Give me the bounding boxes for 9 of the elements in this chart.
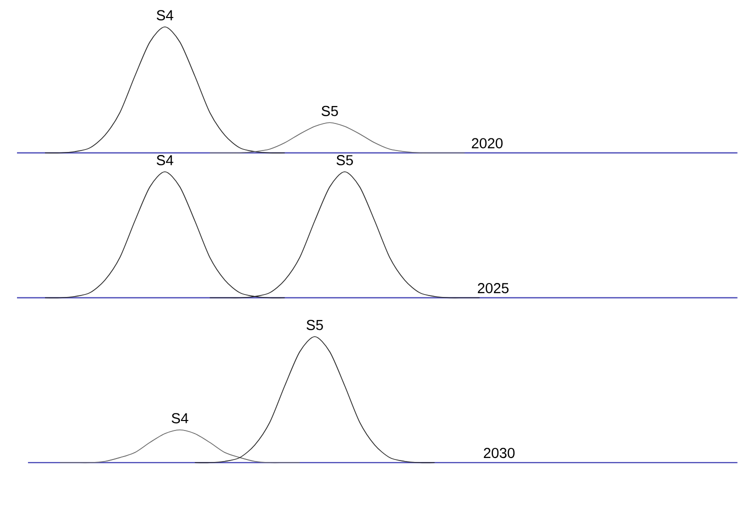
annotation: 2020: [472, 138, 503, 149]
annotation: 2030: [484, 448, 515, 458]
series-label: S5: [306, 320, 323, 330]
series-label: S4: [172, 413, 188, 424]
series-label: S4: [156, 10, 174, 21]
series-label: S4: [156, 155, 174, 166]
series-label: S5: [336, 155, 353, 166]
annotation: 2025: [478, 283, 509, 294]
series-label: S5: [322, 106, 338, 116]
